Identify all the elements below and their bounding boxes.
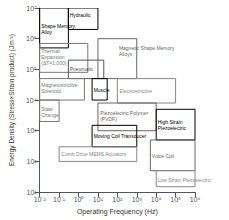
svg-text:Piezoelectric: Piezoelectric (158, 125, 187, 131)
svg-text:Solenoid: Solenoid (41, 88, 61, 94)
svg-text:High Strain: High Strain (157, 119, 183, 126)
svg-text:10²: 10² (112, 196, 123, 203)
svg-text:Expansion: Expansion (41, 54, 65, 61)
svg-text:10¹: 10¹ (93, 196, 104, 203)
svg-text:(ΔT=1,000): (ΔT=1,000) (41, 60, 66, 66)
svg-text:Muscle: Muscle (94, 87, 110, 93)
svg-text:Alloy: Alloy (41, 29, 52, 35)
svg-text:10⁴: 10⁴ (26, 97, 37, 104)
svg-text:Comb Drive MEMS Actuators: Comb Drive MEMS Actuators (61, 151, 127, 157)
svg-text:10³: 10³ (132, 196, 143, 203)
svg-text:10⁻²: 10⁻² (34, 196, 47, 203)
svg-text:Hydraulic: Hydraulic (70, 12, 91, 18)
svg-text:Shape Memory: Shape Memory (41, 23, 76, 30)
svg-text:10⁶: 10⁶ (190, 196, 201, 203)
svg-text:Piezoelectric Polymer: Piezoelectric Polymer (100, 110, 149, 117)
svg-text:10⁶: 10⁶ (26, 35, 37, 42)
svg-text:10⁻¹: 10⁻¹ (53, 196, 66, 203)
svg-text:Pneumatic: Pneumatic (70, 66, 94, 72)
svg-text:Change: Change (41, 112, 59, 118)
svg-text:Electrostrictive: Electrostrictive (120, 88, 153, 94)
svg-text:Magnetic Shape Memory: Magnetic Shape Memory (118, 44, 175, 51)
svg-text:10³: 10³ (27, 127, 38, 134)
svg-text:10⁵: 10⁵ (170, 196, 181, 203)
svg-text:Operating Frequency (Hz): Operating Frequency (Hz) (77, 208, 158, 216)
svg-text:10⁷: 10⁷ (26, 5, 37, 12)
svg-text:10²: 10² (27, 158, 38, 165)
svg-text:10¹: 10¹ (27, 189, 38, 196)
svg-text:Energy Density (Stress×Strain: Energy Density (Stress×Strain product) (… (8, 34, 16, 166)
svg-text:Low Strain Piezoelectric: Low Strain Piezoelectric (158, 177, 212, 183)
svg-text:Magnetostrictive: Magnetostrictive (41, 81, 78, 88)
svg-text:Thermal: Thermal (41, 48, 60, 55)
svg-text:10⁴: 10⁴ (151, 196, 162, 203)
svg-text:State: State (41, 106, 53, 113)
svg-text:Alloys: Alloys (119, 51, 133, 57)
svg-text:10⁵: 10⁵ (26, 66, 37, 73)
svg-text:(PVDF): (PVDF) (100, 116, 117, 122)
svg-text:Voice Coil: Voice Coil (152, 153, 174, 159)
svg-text:Moving Coil Transducer: Moving Coil Transducer (94, 133, 147, 139)
svg-text:10⁰: 10⁰ (74, 196, 85, 203)
